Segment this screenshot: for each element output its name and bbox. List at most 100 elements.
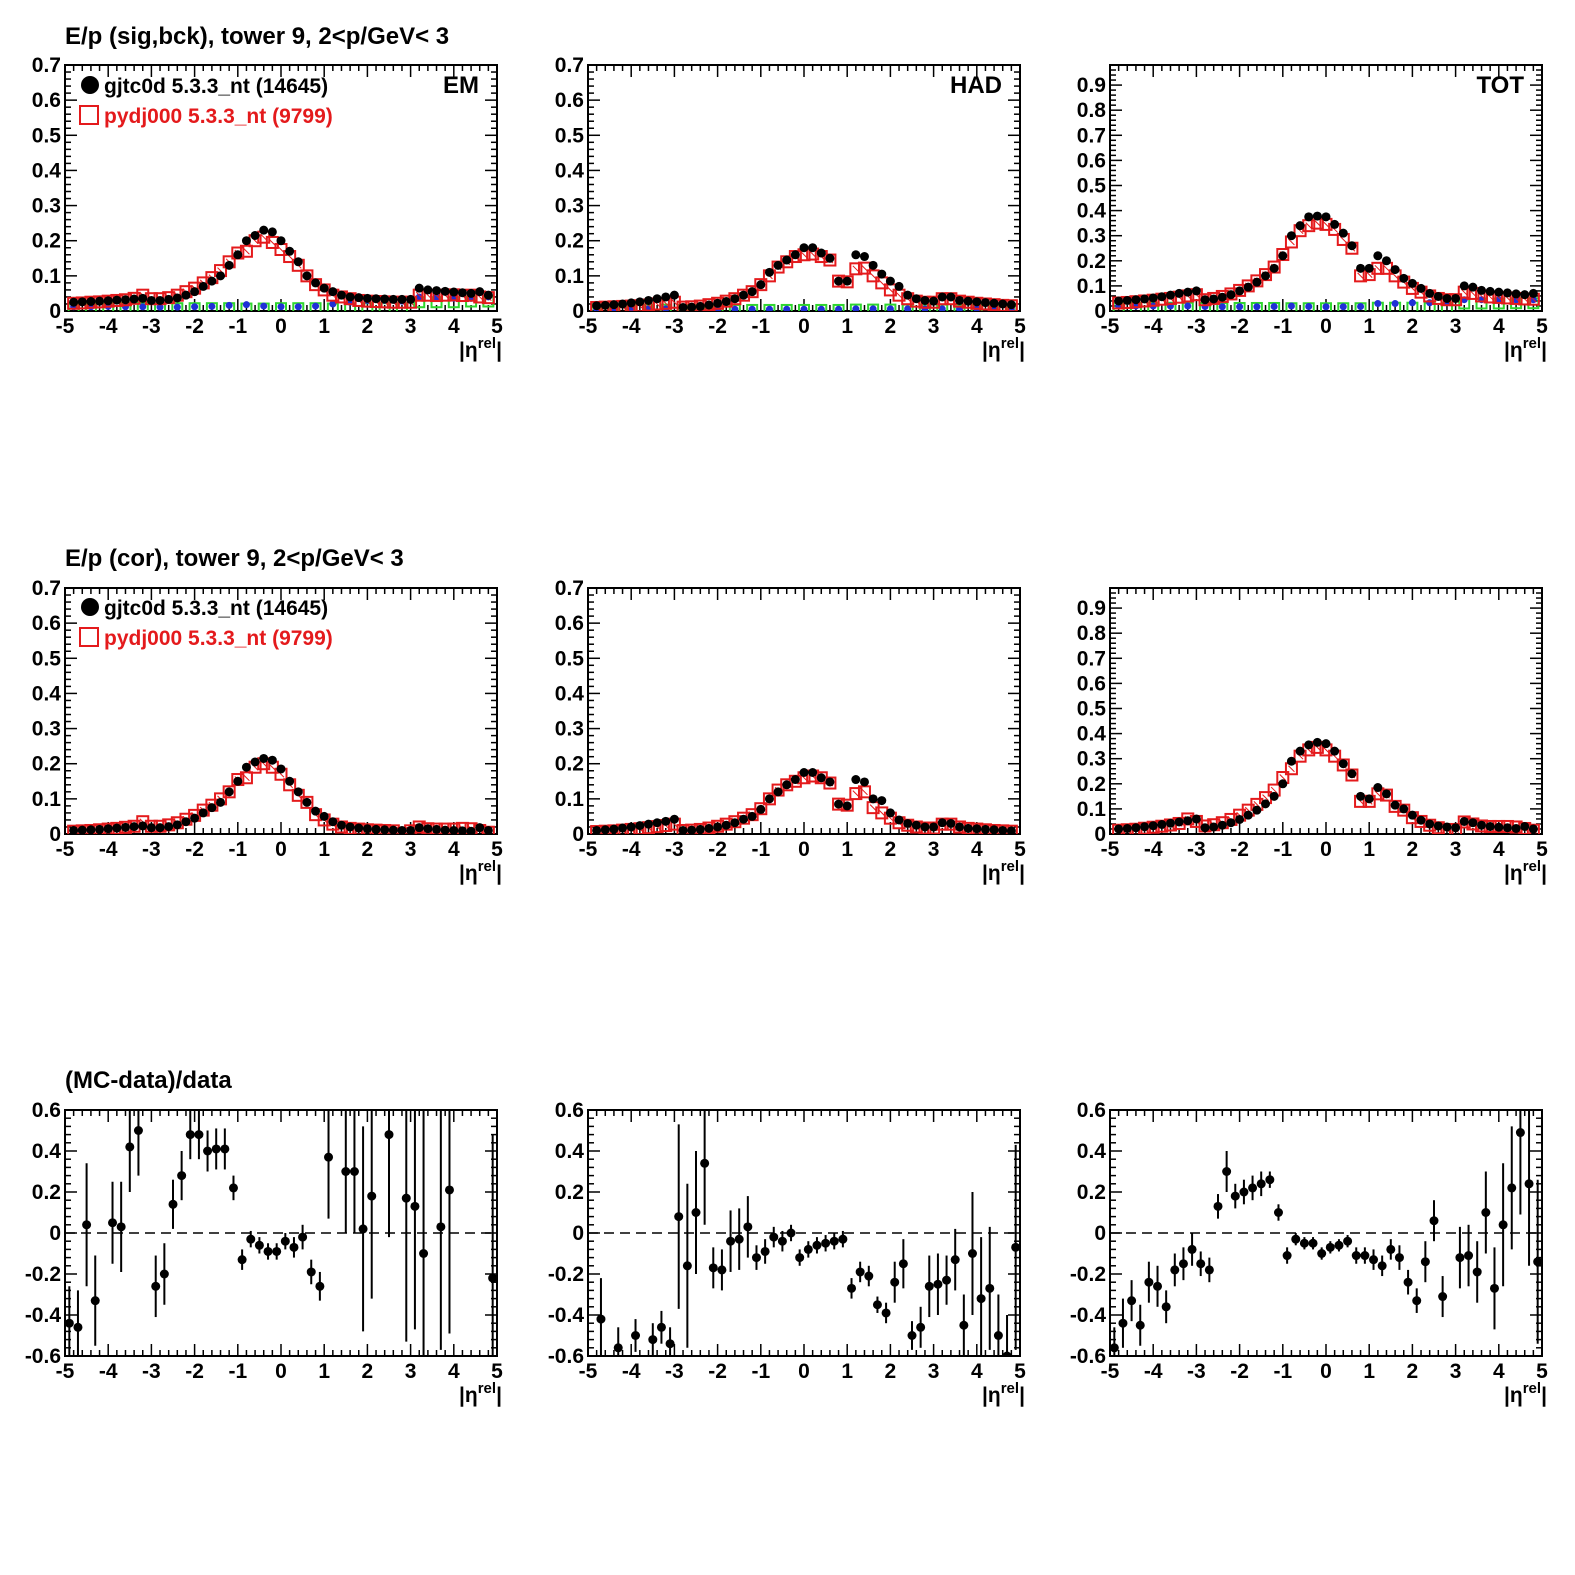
x-tick-label: 1 bbox=[1363, 315, 1375, 338]
mc-point bbox=[239, 244, 253, 258]
ratio-point bbox=[1170, 1265, 1180, 1275]
y-tick-label: 0.3 bbox=[32, 718, 61, 741]
mc-point bbox=[222, 785, 236, 799]
ratio-point bbox=[1110, 1343, 1119, 1353]
x-tick-label: 5 bbox=[491, 1360, 503, 1383]
ratio-point bbox=[907, 1331, 917, 1340]
data-point bbox=[1356, 263, 1366, 273]
data-point bbox=[756, 804, 766, 814]
x-tick-label: -1 bbox=[228, 315, 247, 338]
data-point bbox=[267, 227, 277, 237]
data-point bbox=[1157, 292, 1167, 302]
data-point bbox=[1200, 295, 1210, 305]
data-point bbox=[825, 777, 835, 787]
data-point bbox=[1200, 823, 1210, 833]
x-tick-label: 1 bbox=[841, 1360, 853, 1383]
bck-data-point bbox=[329, 300, 337, 308]
data-point bbox=[687, 302, 697, 311]
data-point bbox=[1511, 289, 1521, 299]
data-point bbox=[216, 797, 226, 807]
data-point bbox=[1528, 824, 1538, 834]
data-point bbox=[345, 822, 355, 832]
x-tick-label: -2 bbox=[185, 315, 204, 338]
ratio-point bbox=[838, 1234, 848, 1244]
ratio-point bbox=[1204, 1265, 1214, 1275]
data-point bbox=[440, 825, 450, 834]
x-tick-label: -3 bbox=[665, 315, 684, 338]
ratio-point bbox=[1127, 1296, 1137, 1306]
data-point bbox=[1295, 221, 1305, 231]
data-point bbox=[1321, 739, 1331, 749]
data-point bbox=[1278, 779, 1288, 789]
bck-data-point bbox=[415, 293, 423, 301]
data-point bbox=[1243, 282, 1253, 292]
data-point bbox=[1235, 286, 1245, 296]
mc-point-cross bbox=[1288, 238, 1295, 246]
mc-point-cross bbox=[260, 233, 268, 241]
data-point bbox=[1477, 820, 1487, 830]
x-tick-label: 1 bbox=[318, 838, 330, 861]
ratio-point bbox=[717, 1265, 727, 1275]
mc-point-cross bbox=[861, 788, 868, 796]
ratio-point bbox=[203, 1146, 213, 1156]
data-point bbox=[626, 822, 636, 832]
data-point bbox=[293, 787, 303, 797]
data-point bbox=[764, 794, 774, 804]
x-tick-label: 4 bbox=[448, 838, 460, 861]
data-point bbox=[1252, 805, 1262, 815]
x-axis-label: |ηrel| bbox=[459, 858, 502, 885]
ratio-point bbox=[1002, 1351, 1012, 1356]
ratio-point bbox=[760, 1246, 770, 1256]
y-tick-label: 0.4 bbox=[1077, 723, 1107, 746]
x-tick-label: -2 bbox=[1230, 315, 1249, 338]
bck-mc-point bbox=[884, 303, 897, 311]
y-tick-label: 0.4 bbox=[1077, 200, 1107, 223]
data-point bbox=[1312, 211, 1322, 221]
data-point bbox=[1191, 814, 1201, 824]
data-point bbox=[1269, 791, 1279, 801]
y-tick-label: 0.3 bbox=[1077, 225, 1106, 248]
x-tick-label: -3 bbox=[142, 1360, 161, 1383]
x-tick-label: 5 bbox=[1536, 838, 1548, 861]
data-point bbox=[929, 822, 939, 832]
data-point bbox=[354, 293, 364, 303]
points-layer bbox=[1112, 737, 1540, 834]
data-point bbox=[808, 243, 818, 253]
data-point bbox=[1217, 292, 1227, 302]
data-point bbox=[380, 825, 390, 834]
x-tick-label: 0 bbox=[1320, 1360, 1332, 1383]
x-axis-label-sup: rel bbox=[478, 1380, 496, 1397]
ratio-point bbox=[280, 1236, 290, 1246]
ratio-point bbox=[1498, 1220, 1508, 1230]
mc-point-cross bbox=[1262, 794, 1269, 801]
data-point bbox=[103, 296, 113, 306]
data-point bbox=[1157, 819, 1167, 829]
panel-label: TOT bbox=[1476, 72, 1524, 99]
data-point bbox=[946, 292, 956, 302]
y-tick-label: -0.4 bbox=[1070, 1304, 1107, 1327]
x-tick-label: 2 bbox=[1407, 1360, 1419, 1383]
x-axis-label-sup: rel bbox=[478, 858, 496, 875]
bck-data-point bbox=[1305, 302, 1313, 310]
data-point bbox=[859, 252, 869, 262]
x-tick-label: -3 bbox=[1187, 838, 1206, 861]
mc-point-cross bbox=[887, 286, 894, 294]
points-layer bbox=[67, 225, 495, 311]
data-point bbox=[466, 826, 476, 834]
ratio-point bbox=[708, 1263, 718, 1273]
panel-r1c1: -5 -4 -3 -2 -1 0 1 2 3 4 5 0 0.1 0.2 0.3 0.4 0.5 0.6 0.7 |η… bbox=[32, 54, 503, 362]
data-point bbox=[1165, 818, 1175, 828]
data-point bbox=[198, 808, 208, 818]
mc-point bbox=[849, 262, 863, 276]
data-point bbox=[302, 797, 312, 807]
ratio-point bbox=[795, 1253, 805, 1263]
data-point bbox=[155, 823, 165, 833]
mc-point bbox=[239, 771, 253, 785]
data-point bbox=[164, 294, 174, 304]
x-tick-label: -2 bbox=[185, 838, 204, 861]
data-point bbox=[1381, 256, 1391, 266]
data-point bbox=[998, 825, 1008, 834]
y-tick-label: -0.2 bbox=[25, 1263, 61, 1286]
y-tick-label: 0.4 bbox=[1077, 1140, 1107, 1163]
y-tick-label: 0.6 bbox=[555, 89, 584, 112]
